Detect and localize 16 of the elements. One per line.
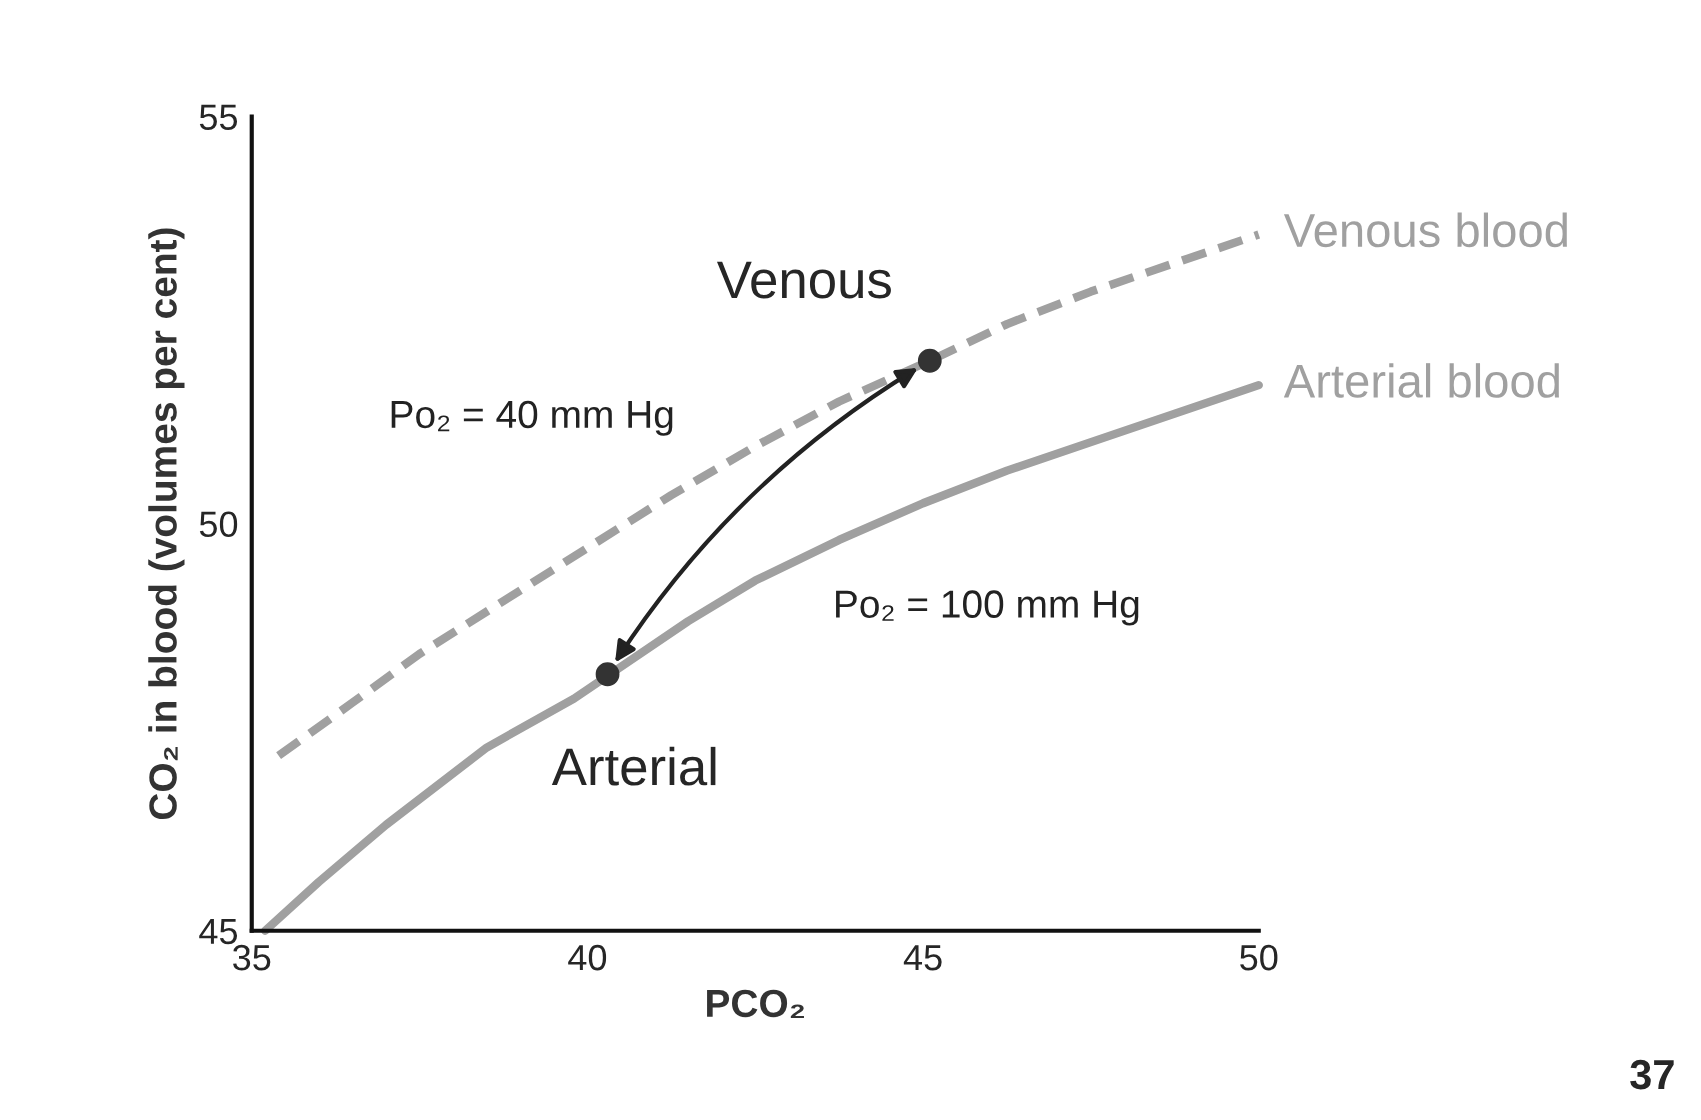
- x-axis-title: PCO₂: [707, 989, 804, 1019]
- series-label: Venous blood: [1283, 212, 1567, 248]
- annotation: Arterial: [551, 746, 716, 786]
- x-tick-label: 50: [1240, 944, 1278, 971]
- annotation: Po₂ = 100 mm Hg: [836, 590, 1139, 626]
- y-tick-label: 45: [199, 918, 238, 945]
- text: 37: [1630, 1059, 1674, 1090]
- x-tick-label: 40: [568, 944, 607, 971]
- annotation: Venous: [716, 261, 891, 299]
- y-tick-label: 55: [199, 104, 238, 130]
- x-tick-label: 45: [903, 945, 942, 971]
- series-label: Arterial blood: [1283, 363, 1559, 398]
- y-axis-title: CO₂ in blood (volumes per cent): [148, 228, 185, 820]
- annotation: Po₂ = 40 mm Hg: [391, 400, 673, 436]
- x-tick-label: 35: [233, 944, 271, 971]
- y-tick-label: 50: [199, 511, 238, 538]
